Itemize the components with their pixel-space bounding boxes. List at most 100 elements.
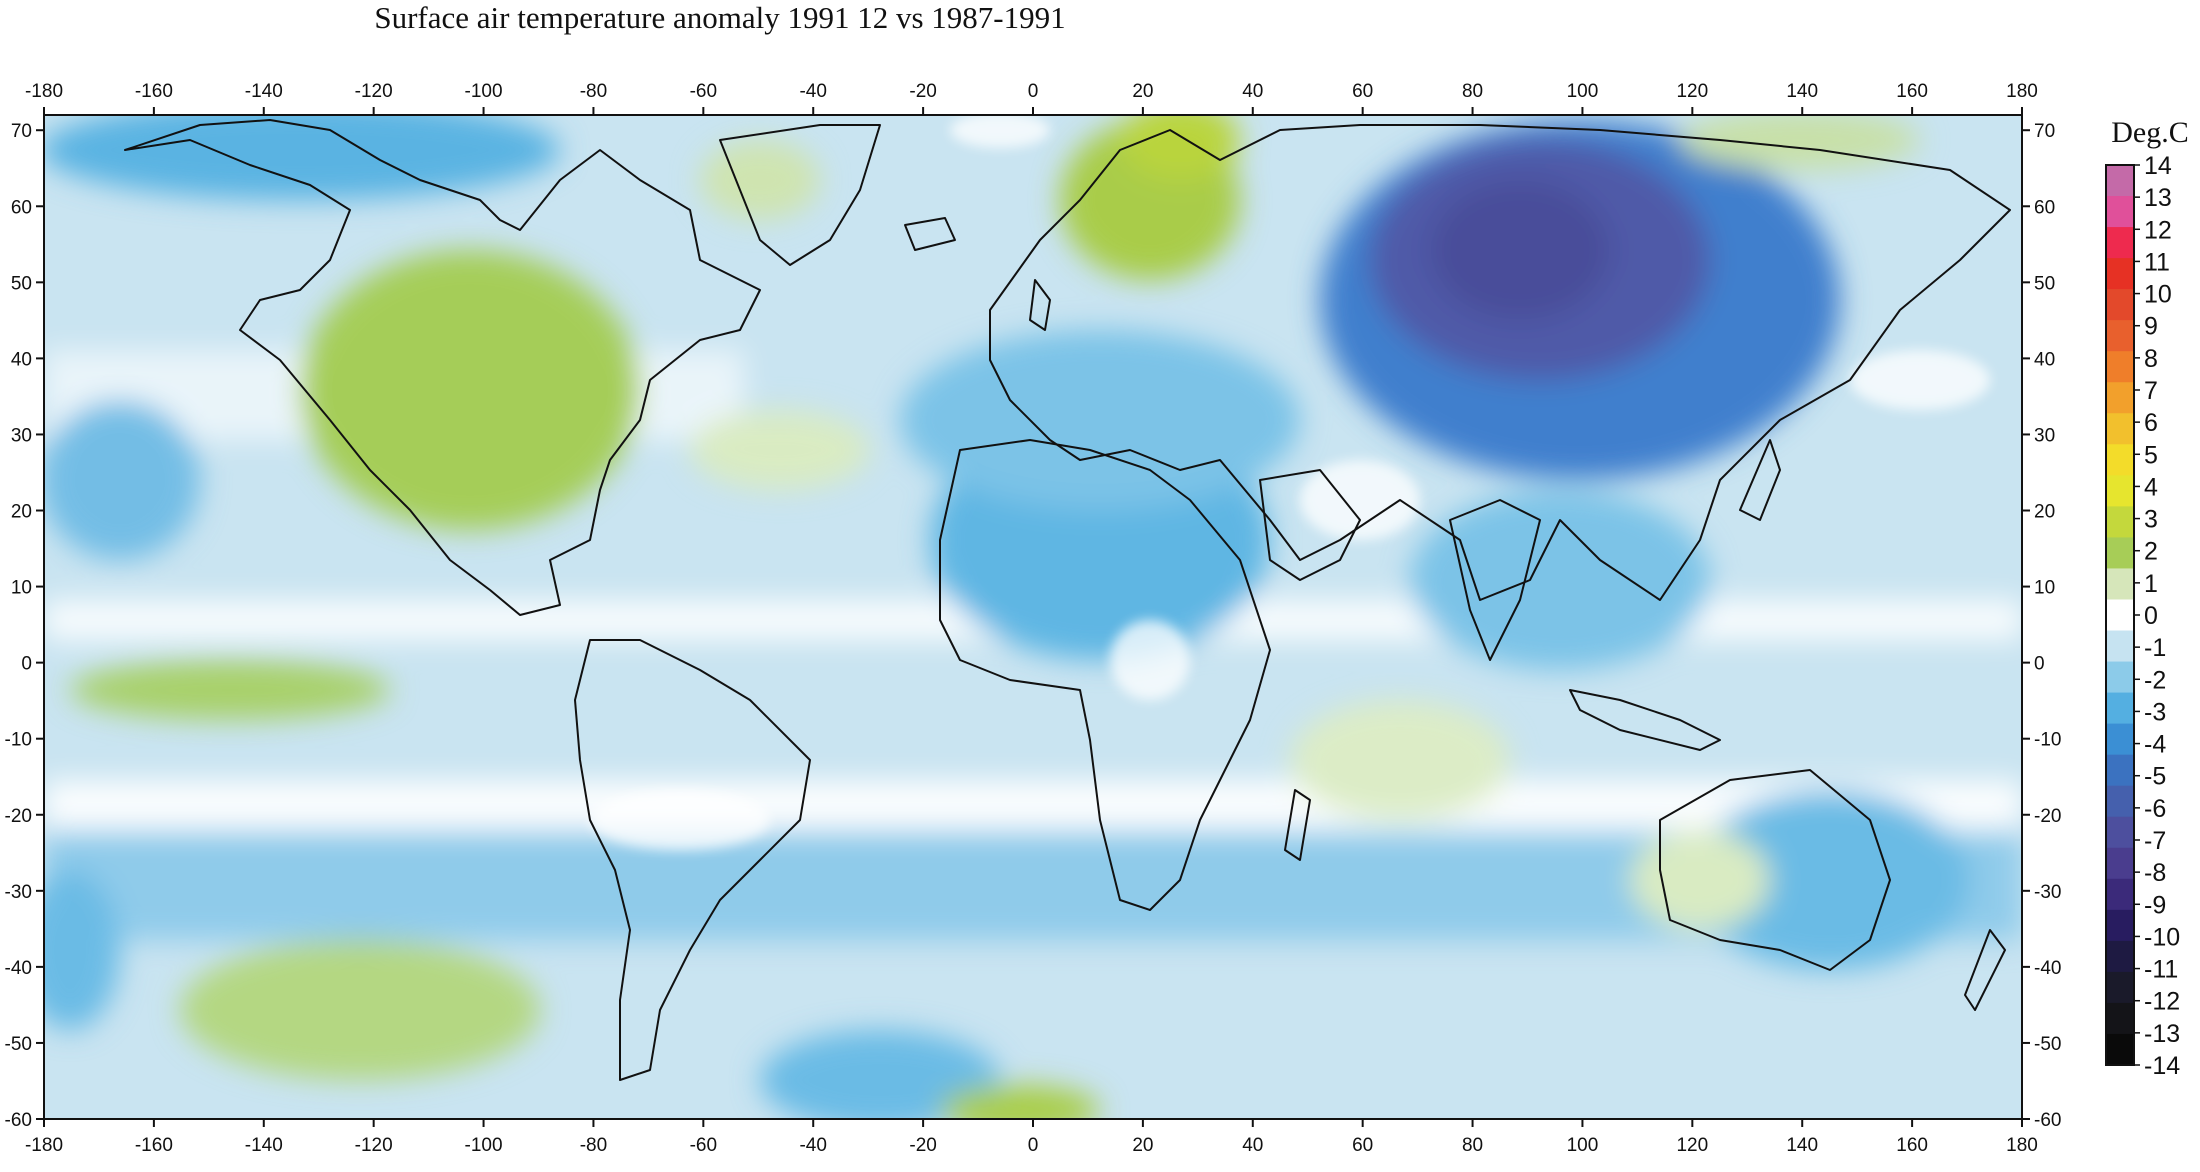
colorbar-swatch <box>2106 816 2134 849</box>
north-america-outline <box>124 119 761 616</box>
colorbar-label: 12 <box>2144 216 2172 244</box>
lon-label-bottom: 160 <box>1896 1135 1928 1156</box>
arabia-outline <box>1259 469 1361 581</box>
colorbar-swatch <box>2106 785 2134 818</box>
lat-label-left: 40 <box>11 349 32 370</box>
colorbar-title: Deg.C <box>2111 116 2189 149</box>
colorbar-swatch <box>2106 599 2134 632</box>
south-america-outline <box>574 639 811 1081</box>
colorbar-label: 13 <box>2144 184 2172 212</box>
lon-label-top: -180 <box>25 81 63 102</box>
lon-label-bottom: -160 <box>135 1135 173 1156</box>
lat-label-right: 40 <box>2034 349 2055 370</box>
lon-label-bottom: 40 <box>1242 1135 1263 1156</box>
new-zealand-outline <box>1964 929 2006 1011</box>
colorbar-swatch <box>2106 692 2134 725</box>
lon-label-bottom: 20 <box>1132 1135 1153 1156</box>
lon-label-top: -40 <box>799 81 826 102</box>
lat-label-right: -10 <box>2034 730 2061 751</box>
colorbar-swatch <box>2106 258 2134 290</box>
lat-label-left: -10 <box>5 730 32 751</box>
colorbar-label: -2 <box>2144 666 2166 694</box>
colorbar-label: -6 <box>2144 795 2166 823</box>
lat-label-left: -30 <box>5 882 32 903</box>
lon-label-bottom: -140 <box>245 1135 283 1156</box>
colorbar-label: 14 <box>2144 152 2172 180</box>
lat-label-right: 60 <box>2034 197 2055 218</box>
colorbar-label: 0 <box>2144 602 2158 630</box>
lon-label-bottom: 180 <box>2006 1135 2038 1156</box>
uk-outline <box>1029 279 1051 331</box>
lat-label-right: -60 <box>2034 1110 2061 1131</box>
lat-label-left: -20 <box>5 806 32 827</box>
colorbar-label: -5 <box>2144 763 2166 791</box>
colorbar-swatch <box>2106 413 2134 445</box>
lon-label-top: 60 <box>1352 81 1373 102</box>
colorbar-label: 7 <box>2144 377 2158 405</box>
lon-label-bottom: -40 <box>799 1135 826 1156</box>
lon-label-bottom: -180 <box>25 1135 63 1156</box>
colorbar-swatch <box>2106 971 2134 1004</box>
colorbar-label: -8 <box>2144 859 2166 887</box>
lat-label-left: 50 <box>11 273 32 294</box>
eurasia-outline <box>989 124 2011 601</box>
lon-label-bottom: -100 <box>465 1135 503 1156</box>
colorbar-label: -1 <box>2144 634 2166 662</box>
africa-outline <box>939 439 1271 911</box>
indonesia-outline <box>1569 689 1721 751</box>
colorbar-swatch <box>2106 351 2134 383</box>
greenland-outline <box>719 124 881 266</box>
colorbar-label: 11 <box>2144 248 2170 276</box>
lon-label-bottom: 0 <box>1028 1135 1039 1156</box>
lon-label-top: 140 <box>1786 81 1818 102</box>
colorbar-label: 6 <box>2144 409 2158 437</box>
colorbar-label: -7 <box>2144 827 2166 855</box>
lat-label-right: 10 <box>2034 578 2055 599</box>
lat-label-right: 20 <box>2034 502 2055 523</box>
japan-outline <box>1739 439 1781 521</box>
lat-label-left: 0 <box>21 654 32 675</box>
colorbar-label: 2 <box>2144 538 2158 566</box>
colorbar-label: 5 <box>2144 441 2158 469</box>
colorbar-swatch <box>2106 227 2134 259</box>
map-title: Surface air temperature anomaly 1991 12 … <box>374 0 1066 35</box>
colorbar-label: -9 <box>2144 891 2166 919</box>
india-outline <box>1449 499 1541 661</box>
lon-label-top: 160 <box>1896 81 1928 102</box>
colorbar-label: -4 <box>2144 731 2166 759</box>
lon-label-top: 40 <box>1242 81 1263 102</box>
lat-label-left: -40 <box>5 958 32 979</box>
lon-label-top: -20 <box>909 81 936 102</box>
colorbar-swatch <box>2106 723 2134 756</box>
colorbar-label: 10 <box>2144 281 2172 309</box>
colorbar-label: 8 <box>2144 345 2158 373</box>
lat-label-left: 30 <box>11 425 32 446</box>
colorbar-swatch <box>2106 537 2134 569</box>
colorbar-swatch <box>2106 1033 2134 1066</box>
colorbar-swatch <box>2106 196 2134 228</box>
map-axes: -180-180-160-160-140-140-120-120-100-100… <box>5 81 2062 1156</box>
lat-label-right: -30 <box>2034 882 2061 903</box>
lon-label-bottom: -20 <box>909 1135 936 1156</box>
lat-label-left: 70 <box>11 121 32 142</box>
lon-label-top: -60 <box>690 81 717 102</box>
lon-label-top: 180 <box>2006 81 2038 102</box>
colorbar-label: -12 <box>2144 988 2180 1016</box>
colorbar-label: -14 <box>2144 1052 2180 1080</box>
lon-label-top: 80 <box>1462 81 1483 102</box>
colorbar-swatch <box>2106 847 2134 880</box>
lat-label-right: 50 <box>2034 273 2055 294</box>
colorbar-swatch <box>2106 754 2134 787</box>
lon-label-top: -120 <box>355 81 393 102</box>
lon-label-top: -140 <box>245 81 283 102</box>
colorbar: 14131211109876543210-1-2-3-4-5-6-7-8-9-1… <box>2105 152 2180 1080</box>
colorbar-swatch <box>2106 878 2134 911</box>
colorbar-label: -13 <box>2144 1020 2180 1048</box>
colorbar-swatch <box>2106 165 2134 197</box>
colorbar-label: 3 <box>2144 506 2158 534</box>
colorbar-label: 9 <box>2144 313 2158 341</box>
anomaly-field <box>44 115 2022 1119</box>
lon-label-bottom: -120 <box>355 1135 393 1156</box>
lat-label-left: -50 <box>5 1034 32 1055</box>
